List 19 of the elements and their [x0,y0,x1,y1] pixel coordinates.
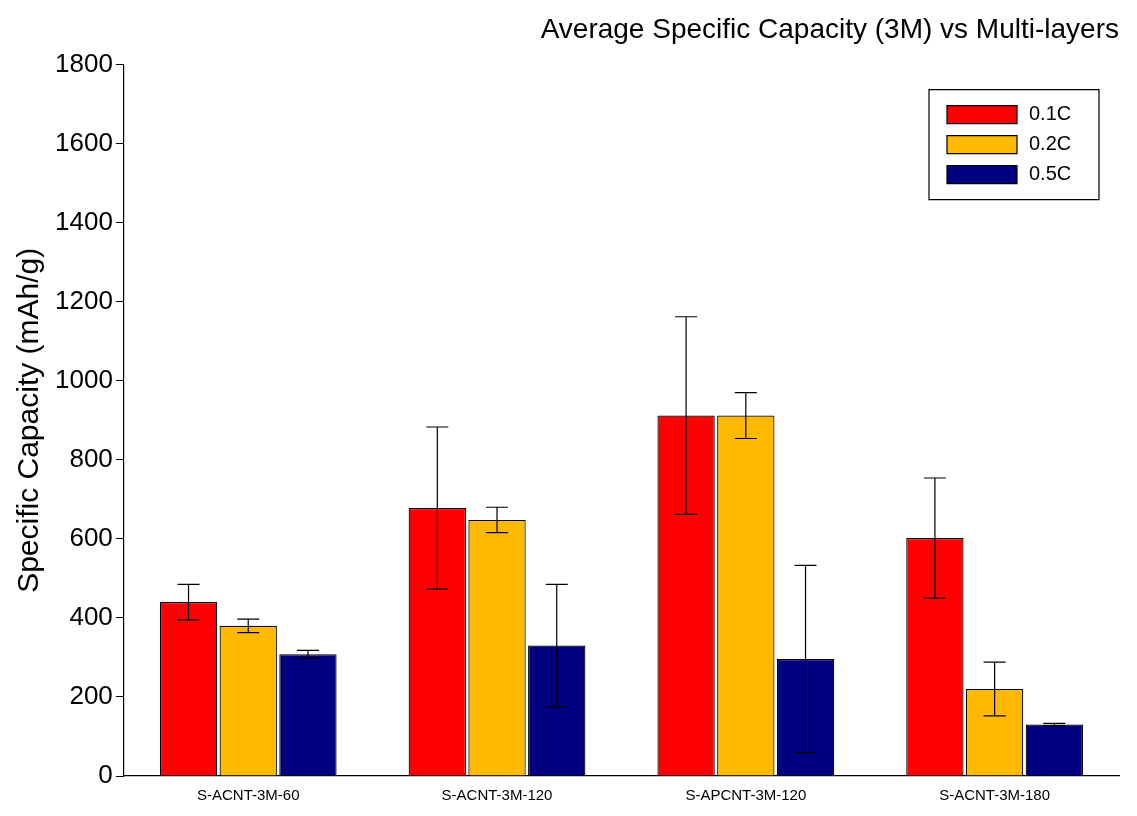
y-tick-label: 400 [69,601,113,632]
y-tick-label: 800 [69,442,113,473]
y-tick-label: 1800 [55,47,113,78]
legend-label: 0.1C [1029,102,1072,125]
y-tick-label: 1000 [55,363,113,394]
y-tick-label: 600 [69,522,113,553]
y-axis-title: Specific Capacity (mAh/g) [11,247,45,593]
x-tick-label: S-ACNT-3M-60 [196,786,300,804]
legend-label: 0.2C [1029,132,1072,155]
y-tick-label: 1400 [55,205,113,236]
y-tick-label: 0 [98,759,113,790]
legend-label: 0.5C [1029,162,1072,185]
y-tick-label: 200 [69,680,113,711]
y-tick-label: 1200 [55,284,113,315]
x-tick-label: S-APCNT-3M-120 [685,786,807,804]
y-tick-label: 1600 [55,126,113,157]
chart-title: Average Specific Capacity (3M) vs Multi-layers [540,12,1119,44]
x-tick-label: S-ACNT-3M-120 [441,786,553,804]
x-tick-label: S-ACNT-3M-180 [939,786,1051,804]
